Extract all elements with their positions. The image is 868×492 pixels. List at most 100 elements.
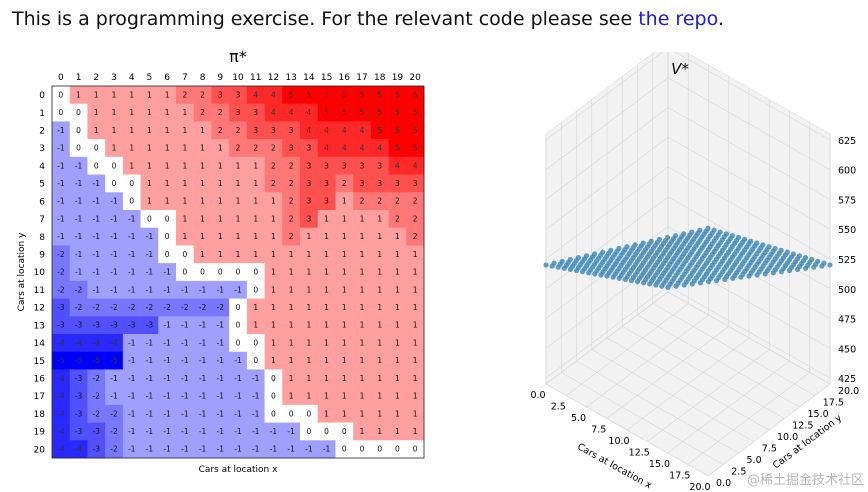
heatmap-cell (317, 280, 336, 299)
value-point (795, 266, 801, 273)
cell-label: 1 (112, 126, 117, 135)
cell-label: 0 (306, 409, 311, 418)
heatmap-cell (87, 121, 106, 140)
heatmap-cell (406, 387, 425, 406)
heatmap-cell (193, 422, 212, 441)
cell-label: 1 (395, 409, 400, 418)
x-tick-label: 17 (356, 73, 367, 83)
grid-line (561, 372, 724, 465)
cell-label: -2 (217, 303, 225, 312)
value-point (730, 275, 736, 281)
heatmap-cell (264, 121, 283, 140)
heatmap-cell (211, 156, 230, 175)
cell-label: -1 (217, 285, 225, 294)
cell-label: 1 (271, 338, 276, 347)
heatmap-cell (140, 121, 159, 140)
heatmap-cell (105, 298, 124, 317)
cell-label: -1 (234, 445, 242, 454)
y-tick-label: 10 (34, 268, 46, 278)
heatmap-cell (193, 192, 212, 211)
heatmap-cell (105, 369, 124, 388)
value-point (754, 272, 760, 278)
grid-line (667, 291, 831, 385)
cell-label: 3 (342, 161, 347, 170)
grid-line (637, 314, 800, 408)
heatmap-cell (300, 210, 319, 229)
cell-label: -1 (128, 338, 136, 347)
heatmap-cell (406, 103, 425, 122)
cell-label: -1 (270, 445, 278, 454)
cell-label: -1 (110, 197, 118, 206)
heatmap-cell (105, 316, 124, 335)
cell-label: -1 (199, 427, 207, 436)
heatmap-cell (300, 369, 319, 388)
heatmap-cell (264, 387, 283, 406)
heatmap-cell (406, 156, 425, 175)
cell-label: -2 (93, 303, 101, 312)
heatmap-cell (370, 298, 389, 317)
z-tick-label: 475 (838, 315, 856, 326)
heatmap-cell (300, 280, 319, 299)
heatmap-cell (406, 298, 425, 317)
cell-label: 1 (395, 285, 400, 294)
cell-label: -4 (57, 409, 65, 418)
cell-label: 0 (165, 250, 170, 259)
y-tick-label: 13 (34, 321, 45, 331)
heatmap-cell (158, 174, 177, 193)
heatmap-cell (335, 316, 354, 335)
heatmap-cell (122, 351, 141, 370)
cell-label: 3 (360, 161, 365, 170)
heatmap-cell (335, 334, 354, 353)
grid-line (606, 337, 770, 431)
value-point (746, 273, 752, 279)
cell-label: -1 (252, 427, 260, 436)
cell-label: 1 (218, 197, 223, 206)
cell-label: 1 (129, 144, 134, 153)
cell-label: -1 (252, 445, 260, 454)
heatmap-cell (246, 86, 265, 105)
cell-label: 4 (324, 126, 329, 135)
cell-label: 1 (165, 90, 170, 99)
cell-label: -1 (181, 356, 189, 365)
cell-label: -3 (93, 321, 101, 330)
x-tick-label: 9 (217, 73, 223, 83)
heatmap-cell (69, 156, 88, 175)
heatmap-cell (353, 245, 372, 264)
y-tick-label: 2.5 (731, 467, 746, 478)
heatmap-cell (282, 387, 301, 406)
cell-label: 1 (165, 161, 170, 170)
cell-label: 1 (236, 214, 241, 223)
cell-label: 0 (236, 338, 241, 347)
cell-label: 1 (289, 392, 294, 401)
x-tick-label: 10.0 (608, 436, 629, 447)
heatmap-cell (300, 192, 319, 211)
cell-label: -1 (75, 268, 83, 277)
grid-line (667, 136, 831, 230)
repo-link[interactable]: the repo (638, 8, 718, 30)
value-point (714, 277, 720, 284)
cell-label: 1 (200, 144, 205, 153)
cell-label: -4 (75, 338, 83, 347)
cell-label: 1 (377, 374, 382, 383)
grid-line (545, 136, 669, 230)
cell-label: 1 (413, 427, 418, 436)
heatmap-cell (140, 422, 159, 441)
heatmap-cell (229, 174, 248, 193)
cell-label: -1 (163, 356, 171, 365)
heatmap-cell (317, 440, 336, 459)
cell-label: 0 (58, 108, 63, 117)
cell-label: 1 (413, 250, 418, 259)
cell-label: 2 (289, 214, 294, 223)
cell-label: 2 (377, 197, 382, 206)
cell-label: -1 (146, 250, 154, 259)
heatmap-cell (193, 156, 212, 175)
heatmap-cell (388, 316, 407, 335)
cell-label: 3 (253, 108, 258, 117)
cell-label: 3 (377, 179, 382, 188)
heatmap-cell (176, 387, 195, 406)
cell-label: 1 (165, 197, 170, 206)
heatmap-cell (176, 404, 195, 423)
heatmap-cell (229, 280, 248, 299)
heatmap-cell (388, 139, 407, 158)
heatmap-cell (388, 404, 407, 423)
